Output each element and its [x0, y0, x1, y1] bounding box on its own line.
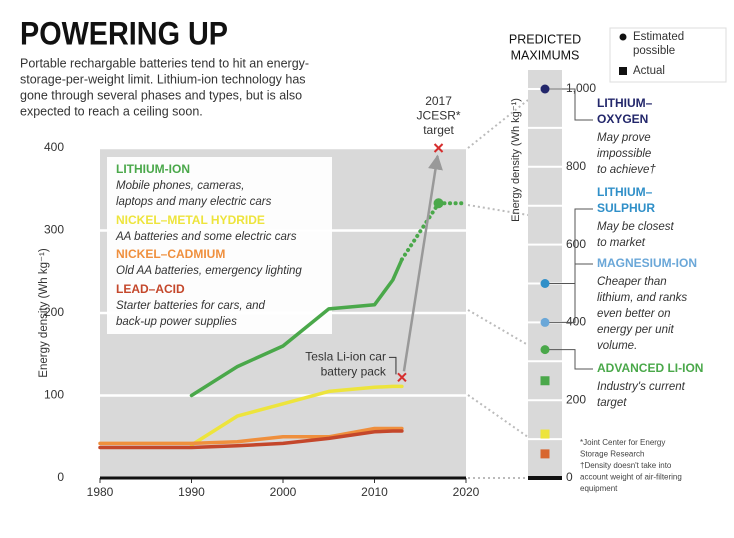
y-tick-label: 200 — [566, 392, 586, 406]
estimate-description: energy per unit — [597, 324, 675, 336]
x-tick-label: 1990 — [178, 485, 205, 499]
chart-title: MAXIMUMS — [511, 48, 580, 62]
y-tick-label: 100 — [44, 388, 64, 402]
annotation-text: JCESR* — [417, 109, 461, 123]
plot-area — [528, 70, 562, 478]
series-line — [189, 257, 404, 398]
footnote: account weight of air-filtering — [580, 473, 682, 482]
y-tick-label: 1,000 — [566, 81, 596, 95]
estimate-description: target — [597, 397, 627, 409]
annotation-text: 2017 — [425, 94, 452, 108]
estimate-name: SULPHUR — [597, 201, 655, 215]
annotation-text: Tesla Li-ion car — [305, 350, 386, 364]
legend-label: Estimated — [633, 31, 684, 43]
estimate-description: even better on — [597, 308, 671, 320]
legend-label: LEAD–ACID — [116, 282, 185, 296]
connector — [467, 394, 529, 438]
estimated-point — [540, 84, 550, 94]
legend-label: NICKEL–METAL HYDRIDE — [116, 213, 265, 227]
legend-description: back-up power supplies — [116, 316, 237, 328]
estimate-description: lithium, and ranks — [597, 292, 687, 304]
y-tick-label: 600 — [566, 237, 586, 251]
estimate-description: to market — [597, 237, 646, 249]
leader-line — [545, 263, 593, 323]
x-tick-label: 2020 — [453, 485, 480, 499]
y-axis-label: Energy density (Wh kg⁻¹) — [510, 98, 522, 222]
footnote: Storage Research — [580, 450, 644, 459]
x-tick-label: 1980 — [87, 485, 114, 499]
estimate-description: Industry's current — [597, 381, 686, 393]
y-tick-label: 400 — [566, 315, 586, 329]
connector — [467, 309, 529, 346]
y-tick-label: 800 — [566, 159, 586, 173]
footnote: equipment — [580, 484, 618, 493]
end-marker — [433, 198, 444, 209]
series-line — [189, 384, 404, 447]
legend-description: Old AA batteries, emergency lighting — [116, 265, 302, 277]
subtitle-line: storage-per-weight limit. Lithium-ion te… — [20, 72, 306, 86]
subtitle-line: gone through several phases and types, b… — [20, 88, 302, 102]
chart-title: PREDICTED — [509, 32, 581, 46]
estimate-name: MAGNESIUM-ION — [597, 256, 697, 270]
legend-description: AA batteries and some electric cars — [115, 231, 297, 243]
estimated-point — [540, 317, 550, 327]
legend-description: Starter batteries for cars, and — [116, 300, 266, 312]
legend-box — [107, 157, 332, 334]
legend-marker — [619, 33, 627, 41]
footnote: †Density doesn't take into — [580, 461, 672, 470]
leader-line — [545, 208, 593, 284]
legend-description: laptops and many electric cars — [116, 196, 272, 208]
connectors — [467, 99, 529, 479]
connector — [467, 204, 529, 216]
actual-point — [540, 376, 550, 386]
estimate-description: Cheaper than — [597, 276, 667, 288]
estimate-description: May prove — [597, 132, 651, 144]
legend-label: Actual — [633, 65, 665, 77]
estimate-name: LITHIUM– — [597, 185, 653, 199]
estimate-name: ADVANCED LI-ION — [597, 361, 703, 375]
estimate-description: May be closest — [597, 221, 675, 233]
annotation-text: target — [423, 123, 454, 137]
series-line — [98, 429, 404, 450]
legend-description: Mobile phones, cameras, — [116, 180, 244, 192]
estimated-point — [540, 279, 550, 288]
legend-label: LITHIUM-ION — [116, 162, 190, 176]
estimate-description: volume. — [597, 340, 637, 352]
y-axis-label: Energy density (Wh kg⁻¹) — [38, 248, 50, 378]
annotation-marker — [397, 372, 407, 383]
series-line — [98, 426, 404, 446]
actual-point — [540, 429, 550, 439]
subtitle-line: Portable rechargable batteries tend to h… — [20, 56, 309, 70]
estimated-point — [540, 345, 550, 355]
y-tick-label: 300 — [44, 223, 64, 237]
estimate-description: to achieve† — [597, 164, 656, 176]
legend-marker — [619, 67, 627, 75]
estimate-description: impossible — [597, 148, 651, 160]
x-tick-label: 2010 — [361, 485, 388, 499]
y-tick-label: 400 — [44, 140, 64, 154]
leader-line — [545, 349, 593, 370]
y-tick-label: 0 — [566, 470, 573, 484]
legend-label: possible — [633, 45, 675, 57]
subtitle-line: expected to reach a ceiling soon. — [20, 104, 203, 118]
legend-box — [609, 27, 727, 83]
leader-line — [545, 88, 593, 121]
y-tick-label: 0 — [57, 470, 64, 484]
x-tick-label: 2000 — [270, 485, 297, 499]
legend-label: NICKEL–CADMIUM — [116, 247, 225, 261]
estimate-name: LITHIUM– — [597, 96, 653, 110]
annotation-bracket — [388, 356, 397, 375]
annotation-marker — [433, 143, 444, 153]
annotation-text: battery pack — [321, 365, 387, 379]
y-tick-label: 200 — [44, 305, 64, 319]
estimate-name: OXYGEN — [597, 112, 648, 126]
arrow — [402, 154, 443, 372]
footnote: *Joint Center for Energy — [580, 438, 665, 447]
title: POWERING UP — [20, 15, 228, 51]
actual-point — [540, 449, 550, 459]
